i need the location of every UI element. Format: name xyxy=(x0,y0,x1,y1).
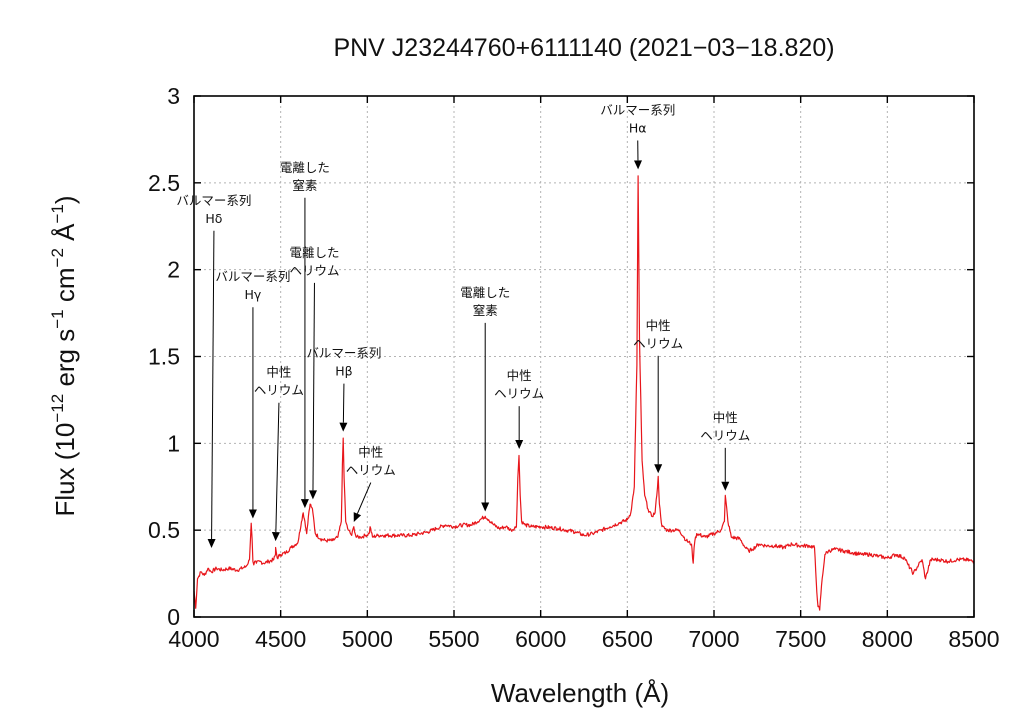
annotation-arrow-head xyxy=(309,490,317,500)
annotation-arrow-line xyxy=(342,383,345,423)
x-tick-label: 5000 xyxy=(342,626,393,652)
y-tick-label: 3 xyxy=(167,83,180,109)
annotation-label: バルマー系列 xyxy=(215,269,290,284)
spectrum-line xyxy=(193,175,975,611)
annotation-arrow-line xyxy=(312,282,315,491)
annotation-arrow-head xyxy=(207,539,216,548)
annotation-label: 中性 xyxy=(358,445,383,460)
y-axis-label-exponent: −12 xyxy=(48,394,67,423)
x-tick-label: 7000 xyxy=(688,626,739,652)
y-axis-label-exponent: −2 xyxy=(48,248,67,267)
annotation-label: 中性 xyxy=(507,368,532,383)
annotation-label: 窒素 xyxy=(473,303,498,318)
annotation-arrow-head xyxy=(300,499,309,509)
x-axis-label: Wavelength (Å) xyxy=(491,678,669,708)
annotation-label: バルマー系列 xyxy=(176,193,251,208)
annotation-label: 電離した xyxy=(289,245,339,260)
annotation-arrow-line xyxy=(356,482,372,514)
y-axis-label-part: Å xyxy=(50,223,80,248)
annotation-label: 電離した xyxy=(280,160,330,175)
annotation-label: ヘリウム xyxy=(633,336,683,351)
annotation-arrow-head xyxy=(654,464,663,474)
chart-title: PNV J23244760+6111140 (2021−03−18.820) xyxy=(333,34,834,62)
annotation-label: 中性 xyxy=(646,318,671,333)
y-tick-label: 2.5 xyxy=(148,170,180,196)
annotation-label: 中性 xyxy=(713,410,738,425)
x-tick-label: 7500 xyxy=(775,626,826,652)
annotation-arrow-line xyxy=(275,402,280,533)
annotation-label: ヘリウム xyxy=(254,383,304,398)
x-tick-label: 4500 xyxy=(255,626,306,652)
annotation-label: 中性 xyxy=(266,365,291,380)
annotation-arrow-head xyxy=(481,502,490,512)
annotation-label: Hγ xyxy=(245,287,262,302)
y-tick-label: 0.5 xyxy=(148,517,180,543)
annotation-label: Hδ xyxy=(205,211,222,226)
annotation-arrow-head xyxy=(248,509,257,519)
annotation-label: ヘリウム xyxy=(346,463,396,478)
y-axis-label: Flux (10−12 erg s−1 cm−2 Å−1) xyxy=(48,195,80,516)
tick-layer: 4000 4500 5000 5500 6000 6500 7000 7500 8000 8500… xyxy=(148,83,1000,652)
x-tick-label: 8000 xyxy=(862,626,913,652)
line-annotation: バルマー系列 Hβ xyxy=(306,346,381,432)
x-tick-label: 6000 xyxy=(515,626,566,652)
y-tick-label: 2 xyxy=(167,257,180,283)
annotation-arrow-head xyxy=(634,160,642,170)
x-tick-label: 6500 xyxy=(602,626,653,652)
annotation-label: ヘリウム xyxy=(494,386,544,401)
y-axis-label-part: cm xyxy=(50,267,80,309)
line-layer xyxy=(193,175,975,611)
y-axis-label-exponent: −1 xyxy=(48,204,67,223)
y-tick-label: 1.5 xyxy=(148,344,180,370)
y-axis-label-part: ) xyxy=(50,195,80,204)
y-tick-label: 1 xyxy=(167,430,180,456)
y-axis-label-part: Flux (10 xyxy=(50,423,80,517)
line-annotation: バルマー系列 Hα xyxy=(600,102,675,170)
y-tick-label: 0 xyxy=(167,604,180,630)
annotation-label: Hα xyxy=(629,120,647,135)
annotation-label: バルマー系列 xyxy=(600,102,675,117)
annotation-label: Hβ xyxy=(335,364,352,379)
annotation-label: 窒素 xyxy=(292,178,317,193)
annotation-label: ヘリウム xyxy=(700,428,750,443)
x-tick-label: 5500 xyxy=(428,626,479,652)
annotation-label: バルマー系列 xyxy=(306,346,381,361)
x-tick-label: 8500 xyxy=(948,626,999,652)
annotation-arrow-head xyxy=(515,440,524,449)
x-tick-label: 4000 xyxy=(168,626,219,652)
annotation-arrow-head xyxy=(353,512,362,522)
annotation-arrow-head xyxy=(721,481,730,491)
annotation-arrow-head xyxy=(271,532,280,542)
annotation-layer: バルマー系列Hδバルマー系列Hγ中性ヘリウム電離した窒素電離したヘリウムバルマー… xyxy=(176,102,750,548)
y-axis-label-exponent: −1 xyxy=(48,309,67,328)
line-annotation: バルマー系列 Hγ xyxy=(215,269,290,519)
grid-layer xyxy=(194,96,974,617)
line-annotation: バルマー系列 Hδ xyxy=(176,193,251,548)
annotation-arrow-line xyxy=(211,230,215,540)
annotation-arrow-head xyxy=(339,422,348,432)
annotation-label: ヘリウム xyxy=(289,263,339,278)
annotation-label: 電離した xyxy=(460,285,510,300)
y-axis-label-part: erg s xyxy=(50,329,80,394)
